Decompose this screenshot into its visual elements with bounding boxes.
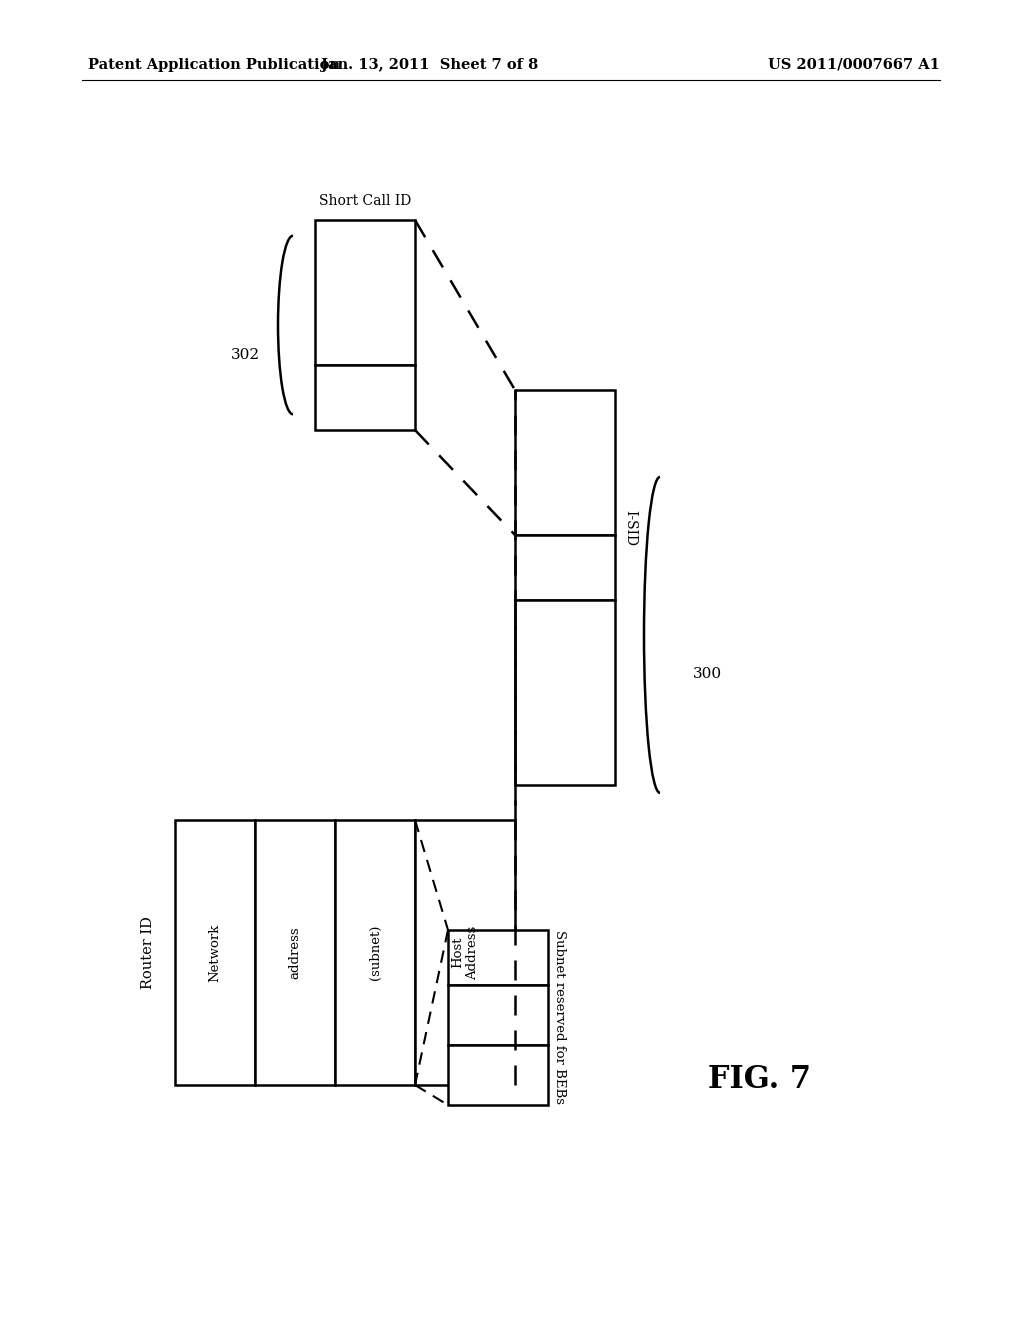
Text: Router ID: Router ID [141, 916, 155, 989]
Bar [255, 820, 335, 1085]
Text: Patent Application Publication: Patent Application Publication [88, 58, 340, 73]
Text: Host
Address: Host Address [451, 925, 479, 979]
Text: Subnet reserved for BEBs: Subnet reserved for BEBs [553, 931, 566, 1105]
Text: Network: Network [209, 923, 221, 982]
Text: I-SID: I-SID [623, 511, 637, 546]
Bar [449, 985, 548, 1045]
Bar [515, 601, 615, 785]
Text: Jan. 13, 2011  Sheet 7 of 8: Jan. 13, 2011 Sheet 7 of 8 [322, 58, 539, 73]
Bar [515, 535, 615, 601]
Text: Short Call ID: Short Call ID [318, 194, 411, 209]
Bar [315, 366, 415, 430]
Text: US 2011/0007667 A1: US 2011/0007667 A1 [768, 58, 940, 73]
Bar [415, 820, 515, 1085]
Text: 300: 300 [693, 668, 722, 681]
Text: FIG. 7: FIG. 7 [709, 1064, 811, 1096]
Bar [515, 389, 615, 535]
Bar [449, 1045, 548, 1105]
Bar [315, 220, 415, 366]
Text: 302: 302 [230, 348, 259, 362]
Bar [449, 931, 548, 985]
Bar [335, 820, 415, 1085]
Text: (subnet): (subnet) [369, 925, 382, 981]
Text: address: address [289, 927, 301, 979]
Bar [175, 820, 255, 1085]
